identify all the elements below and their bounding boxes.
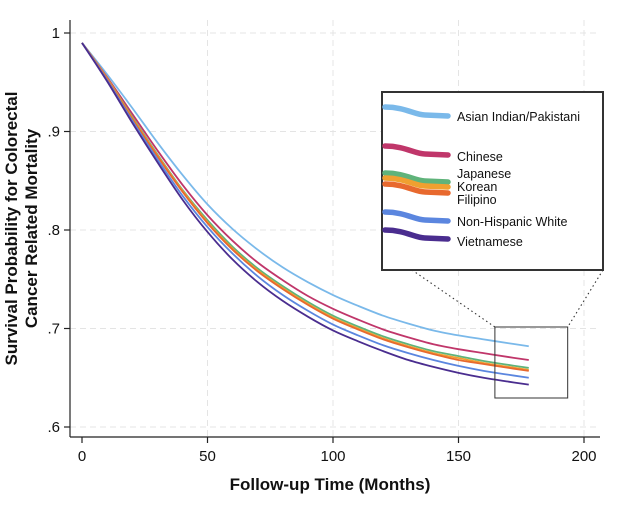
zoom-connector-right	[567, 269, 604, 328]
x-axis-title: Follow-up Time (Months)	[230, 475, 431, 494]
x-tick-label: 50	[199, 448, 216, 465]
zoom-inset	[411, 269, 604, 399]
zoom-connector-left	[411, 269, 496, 328]
x-tick-label: 0	[78, 448, 86, 465]
legend: Asian Indian/Pakistani Chinese JapaneseKor…	[381, 91, 604, 271]
legend-swatch-chinese	[382, 143, 451, 158]
series-line-filipino	[81, 42, 529, 372]
legend-label-vietnamese: Vietnamese	[457, 235, 523, 249]
series-line-vietnamese	[81, 42, 529, 386]
legend-label-japanese: Japanese	[457, 167, 511, 181]
x-tick-label: 150	[446, 448, 471, 465]
legend-label-asian-indian-pakistani: Asian Indian/Pakistani	[457, 110, 580, 124]
x-tick-label: 200	[571, 448, 596, 465]
legend-swatch-japanese	[382, 170, 451, 185]
legend-label-chinese: Chinese	[457, 150, 503, 164]
y-axis-title-line-2: Cancer Related Mortality	[22, 128, 41, 328]
legend-swatch-vietnamese	[382, 227, 451, 242]
legend-swatch-korean	[382, 175, 451, 190]
series-line-asian-indian-pakistani	[81, 42, 529, 348]
zoom-region-box	[494, 326, 569, 399]
y-tick-label: 1	[52, 25, 60, 42]
legend-label-non-hispanic-white: Non-Hispanic White	[457, 215, 568, 229]
y-tick-label: .8	[47, 222, 60, 239]
x-tick-label: 100	[320, 448, 345, 465]
series-lines	[81, 42, 529, 386]
legend-swatch-non-hispanic-white	[382, 209, 451, 224]
legend-label-filipino: Filipino	[457, 193, 497, 207]
legend-swatch-filipino	[382, 181, 451, 196]
series-line-chinese	[81, 42, 529, 361]
y-tick-label: .9	[47, 124, 60, 141]
legend-swatch-asian-indian-pakistani	[382, 104, 451, 119]
series-line-non-hispanic-white	[81, 42, 529, 379]
y-axis-title-line-1: Survival Probability for Colorectal	[2, 92, 21, 366]
y-tick-label: .6	[47, 419, 60, 436]
y-tick-label: .7	[47, 321, 60, 338]
legend-label-korean: Korean	[457, 180, 497, 194]
axes: .6 .7 .8 .9 1 0 50 100 150 200	[47, 20, 600, 465]
